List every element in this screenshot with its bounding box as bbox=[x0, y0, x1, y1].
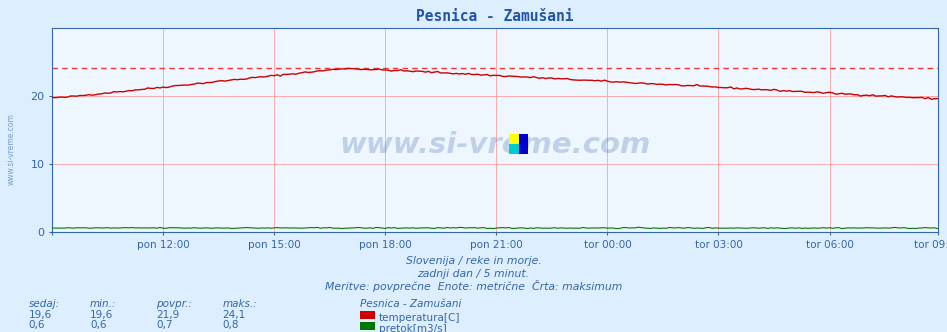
Text: Meritve: povprečne  Enote: metrične  Črta: maksimum: Meritve: povprečne Enote: metrične Črta:… bbox=[325, 281, 622, 292]
Text: 24,1: 24,1 bbox=[223, 310, 246, 320]
Text: sedaj:: sedaj: bbox=[28, 299, 60, 309]
Text: www.si-vreme.com: www.si-vreme.com bbox=[7, 114, 16, 185]
Text: Slovenija / reke in morje.: Slovenija / reke in morje. bbox=[405, 256, 542, 266]
Text: 0,7: 0,7 bbox=[156, 320, 172, 330]
Text: 0,6: 0,6 bbox=[90, 320, 106, 330]
Text: 19,6: 19,6 bbox=[90, 310, 114, 320]
FancyBboxPatch shape bbox=[520, 134, 528, 154]
Title: Pesnica - Zamušani: Pesnica - Zamušani bbox=[416, 9, 574, 24]
Text: pretok[m3/s]: pretok[m3/s] bbox=[379, 324, 447, 332]
Text: maks.:: maks.: bbox=[223, 299, 258, 309]
Text: povpr.:: povpr.: bbox=[156, 299, 192, 309]
FancyBboxPatch shape bbox=[509, 144, 520, 154]
Text: 0,8: 0,8 bbox=[223, 320, 239, 330]
Text: 0,6: 0,6 bbox=[28, 320, 45, 330]
Text: 19,6: 19,6 bbox=[28, 310, 52, 320]
Text: temperatura[C]: temperatura[C] bbox=[379, 313, 460, 323]
Text: 21,9: 21,9 bbox=[156, 310, 180, 320]
Text: min.:: min.: bbox=[90, 299, 116, 309]
Text: zadnji dan / 5 minut.: zadnji dan / 5 minut. bbox=[418, 269, 529, 279]
FancyBboxPatch shape bbox=[509, 134, 520, 154]
Text: Pesnica - Zamušani: Pesnica - Zamušani bbox=[360, 299, 461, 309]
Text: www.si-vreme.com: www.si-vreme.com bbox=[339, 130, 651, 159]
